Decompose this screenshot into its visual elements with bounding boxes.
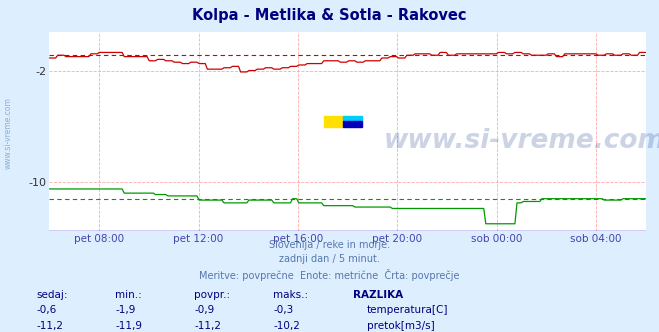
Text: sedaj:: sedaj:	[36, 290, 68, 299]
Text: zadnji dan / 5 minut.: zadnji dan / 5 minut.	[279, 254, 380, 264]
Text: -11,2: -11,2	[194, 321, 221, 331]
Bar	[324, 116, 343, 127]
Text: maks.:: maks.:	[273, 290, 308, 299]
Text: -0,9: -0,9	[194, 305, 215, 315]
Text: -0,6: -0,6	[36, 305, 57, 315]
Text: temperatura[C]: temperatura[C]	[367, 305, 449, 315]
Bar	[343, 122, 362, 127]
Text: Kolpa - Metlika & Sotla - Rakovec: Kolpa - Metlika & Sotla - Rakovec	[192, 8, 467, 23]
Text: min.:: min.:	[115, 290, 142, 299]
Text: www.si-vreme.com: www.si-vreme.com	[4, 97, 13, 169]
Text: RAZLIKA: RAZLIKA	[353, 290, 403, 299]
Text: -10,2: -10,2	[273, 321, 301, 331]
Text: Slovenija / reke in morje.: Slovenija / reke in morje.	[269, 240, 390, 250]
Text: -0,3: -0,3	[273, 305, 294, 315]
Text: -1,9: -1,9	[115, 305, 136, 315]
Text: -11,9: -11,9	[115, 321, 142, 331]
Text: www.si-vreme.com: www.si-vreme.com	[384, 128, 659, 154]
Text: Meritve: povprečne  Enote: metrične  Črta: povprečje: Meritve: povprečne Enote: metrične Črta:…	[199, 269, 460, 281]
Bar	[343, 116, 362, 122]
Text: -11,2: -11,2	[36, 321, 63, 331]
Text: povpr.:: povpr.:	[194, 290, 231, 299]
Text: pretok[m3/s]: pretok[m3/s]	[367, 321, 435, 331]
